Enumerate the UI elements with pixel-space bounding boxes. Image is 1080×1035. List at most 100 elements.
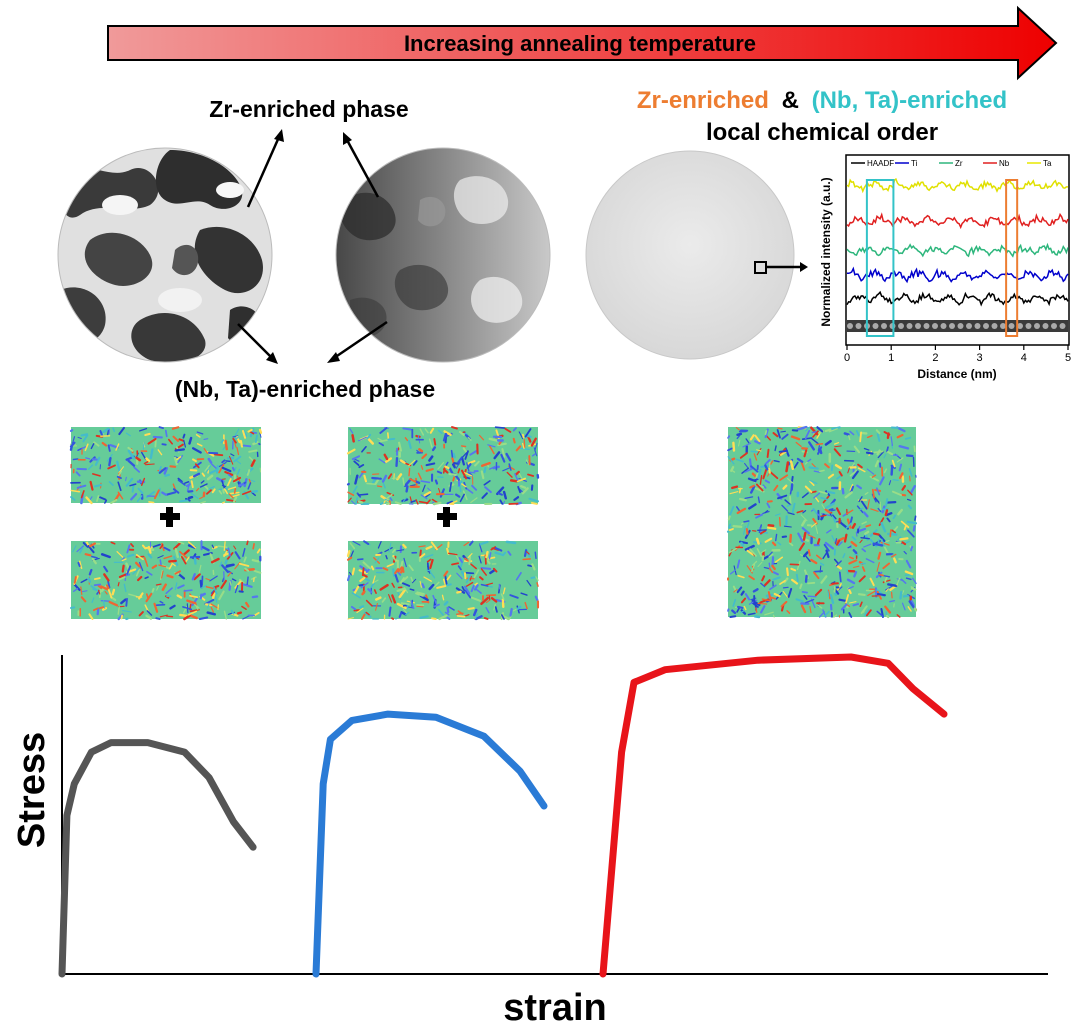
strain-speckle <box>728 528 734 532</box>
strain-speckle <box>876 449 881 456</box>
atom-column <box>1017 323 1023 329</box>
strain-speckle <box>165 615 174 618</box>
strain-speckle <box>154 438 157 448</box>
strain-speckle <box>251 491 256 497</box>
strain-speckle <box>819 562 825 566</box>
strain-speckle <box>206 474 214 481</box>
strain-speckle <box>764 464 769 471</box>
strain-speckle <box>852 603 860 607</box>
strain-speckle <box>831 426 841 430</box>
strain-speckle <box>910 586 917 591</box>
strain-speckle <box>399 576 409 584</box>
strain-speckle <box>159 559 162 566</box>
strain-speckle <box>220 579 227 589</box>
strain-speckle <box>120 614 123 620</box>
strain-speckle <box>431 617 437 620</box>
strain-speckle <box>460 483 467 488</box>
strain-speckle <box>128 593 137 597</box>
strain-speckle <box>896 577 901 586</box>
strain-speckle <box>457 468 461 474</box>
strain-speckle <box>775 533 778 542</box>
strain-speckle <box>138 611 144 617</box>
strain-speckle <box>403 477 412 488</box>
strain-speckle <box>757 468 762 480</box>
strain-speckle <box>750 465 759 473</box>
strain-speckle <box>803 449 808 458</box>
strain-speckle <box>500 453 506 463</box>
strain-speckle <box>213 453 224 457</box>
strain-speckle <box>201 472 206 477</box>
strain-speckle <box>815 443 824 446</box>
strain-speckle <box>876 562 880 572</box>
strain-speckle <box>885 588 889 592</box>
strain-speckle <box>80 578 88 584</box>
strain-speckle <box>111 588 116 596</box>
strain-speckle <box>418 545 426 548</box>
annealing-arrow: Increasing annealing temperature <box>107 5 1058 81</box>
strain-speckle <box>118 466 124 474</box>
strain-speckle <box>363 540 370 545</box>
atom-column <box>932 323 938 329</box>
strain-speckle <box>768 550 774 557</box>
atom-column <box>949 323 955 329</box>
strain-speckle <box>242 444 252 448</box>
strain-speckle <box>493 603 496 611</box>
strain-speckle <box>224 439 229 451</box>
strain-speckle <box>363 611 372 618</box>
strain-speckle <box>848 559 858 565</box>
strain-speckle <box>141 544 147 550</box>
strain-speckle <box>732 525 743 528</box>
strain-speckle <box>807 458 812 462</box>
strain-speckle <box>867 499 870 509</box>
strain-speckle <box>465 581 474 587</box>
strain-speckle <box>172 488 180 494</box>
stress-curve-red <box>599 653 948 978</box>
strain-speckle <box>865 451 874 455</box>
inset-tick-label: 3 <box>977 352 983 364</box>
strain-speckle <box>886 517 891 523</box>
strain-speckle <box>865 524 872 528</box>
strain-speckle <box>186 599 196 605</box>
atom-column <box>1025 323 1032 329</box>
strain-speckle <box>757 496 761 504</box>
strain-speckle <box>400 611 407 616</box>
strain-speckle <box>352 540 361 546</box>
strain-speckle <box>462 490 468 501</box>
strain-speckle <box>830 464 834 472</box>
strain-speckle <box>117 581 120 587</box>
strain-speckle <box>137 487 144 495</box>
strain-speckle <box>520 592 528 596</box>
strain-speckle <box>436 585 447 589</box>
strain-speckle <box>494 606 498 613</box>
strain-speckle <box>892 514 897 520</box>
intensity-trace <box>846 290 1069 307</box>
strain-speckle <box>222 488 225 494</box>
strain-speckle <box>375 602 378 611</box>
strain-speckle <box>779 474 789 481</box>
strain-speckle <box>448 606 455 611</box>
atom-column <box>872 323 879 329</box>
strain-speckle <box>789 533 792 543</box>
strain-speckle <box>890 591 893 599</box>
strain-speckle <box>804 574 808 583</box>
strain-speckle <box>773 484 779 492</box>
strain-map-1b <box>70 540 262 621</box>
atom-column <box>881 323 887 329</box>
strain-speckle <box>366 482 377 485</box>
strain-speckle <box>125 573 131 577</box>
strain-speckle <box>530 576 536 579</box>
strain-speckle <box>101 427 110 434</box>
strain-speckle <box>812 508 818 515</box>
strain-speckle <box>229 455 234 465</box>
strain-speckle <box>104 499 108 504</box>
strain-speckle <box>450 449 454 458</box>
strain-speckle <box>363 474 368 483</box>
strain-speckle <box>446 606 450 614</box>
strain-speckle <box>354 458 360 462</box>
strain-speckle <box>748 599 758 605</box>
strain-speckle <box>764 611 774 616</box>
strain-speckle <box>350 550 354 558</box>
strain-speckle <box>736 432 743 436</box>
strain-speckle <box>857 593 866 596</box>
strain-speckle <box>802 531 807 541</box>
